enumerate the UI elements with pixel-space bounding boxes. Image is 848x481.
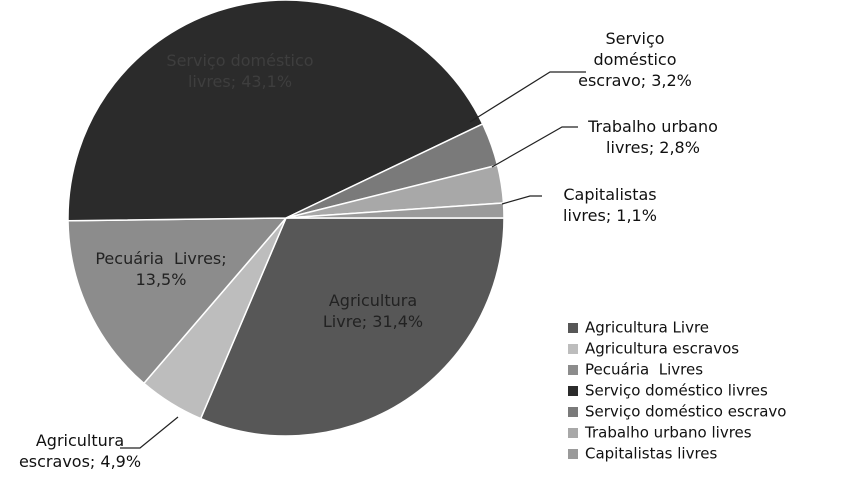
data-label: Agricultura escravos; 4,9% [18,431,142,471]
legend-label: Trabalho urbano livres [584,424,752,442]
legend-swatch [568,365,578,375]
leader-line [469,71,586,123]
legend-swatch [568,386,578,396]
data-label: Serviço doméstico livres; 43,1% [166,51,319,91]
leader-line [501,195,542,205]
pie [67,0,505,437]
pie-slice [199,217,505,437]
legend: Agricultura Livre Agricultura escravos Pec… [568,319,786,463]
legend-swatch [568,407,578,417]
leader-line [120,416,179,449]
pie-slice [67,0,484,222]
data-label: Serviço doméstico escravo; 3,2% [578,29,692,90]
legend-swatch [568,428,578,438]
legend-label: Agricultura Livre [585,319,709,337]
legend-swatch [568,323,578,333]
data-label: Pecuária Livres; 13,5% [95,249,232,289]
pie-slice [285,202,505,219]
legend-label: Capitalistas livres [585,445,718,463]
data-label: Trabalho urbano livres; 2,8% [588,117,724,157]
legend-label: Serviço doméstico escravo [585,403,786,421]
legend-label: Serviço doméstico livres [585,382,768,400]
legend-label: Pecuária Livres [585,361,703,379]
legend-swatch [568,449,578,459]
pie-slice [67,217,288,385]
legend-swatch [568,344,578,354]
legend-label: Agricultura escravos [585,340,739,358]
leader-lines [120,71,586,449]
data-label: Agricultura Livre; 31,4% [322,291,424,331]
leader-line [491,126,578,168]
data-label: Capitalistas livres; 1,1% [563,185,662,225]
